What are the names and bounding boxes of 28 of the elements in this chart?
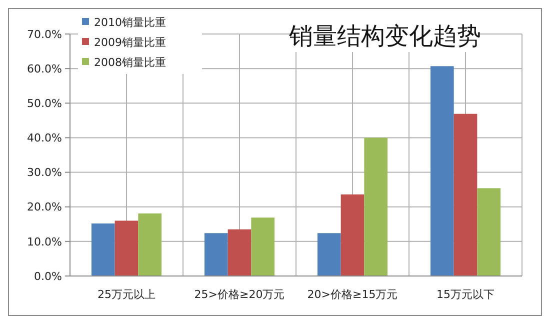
y-tick-label: 30.0% bbox=[27, 166, 62, 180]
bar bbox=[477, 188, 501, 276]
y-tick-label: 50.0% bbox=[27, 96, 62, 110]
x-tick-label: 25>价格≥20万元 bbox=[194, 288, 285, 301]
bar bbox=[204, 233, 228, 276]
x-tick-label: 25万元以上 bbox=[98, 288, 156, 301]
y-tick-label: 40.0% bbox=[27, 132, 62, 145]
x-tick-label: 15万元以下 bbox=[436, 288, 494, 301]
bar bbox=[91, 223, 115, 276]
y-tick-label: 20.0% bbox=[27, 200, 62, 214]
bar bbox=[138, 213, 162, 276]
y-tick-label: 0.0% bbox=[34, 270, 62, 283]
bar bbox=[430, 66, 454, 276]
legend-label: 2009销量比重 bbox=[94, 36, 166, 49]
y-tick-label: 70.0% bbox=[27, 28, 62, 41]
x-tick-label: 20>价格≥15万元 bbox=[307, 288, 398, 301]
legend-label: 2010销量比重 bbox=[94, 16, 166, 29]
bar bbox=[228, 229, 252, 276]
y-tick-label: 60.0% bbox=[27, 62, 62, 76]
bar bbox=[317, 233, 341, 276]
bar bbox=[251, 218, 275, 276]
legend-label: 2008销量比重 bbox=[94, 56, 166, 69]
bar bbox=[340, 194, 364, 276]
bar bbox=[454, 114, 478, 276]
bar bbox=[114, 220, 138, 276]
chart-title: 销量结构变化趋势 bbox=[288, 22, 481, 50]
bar bbox=[364, 138, 388, 276]
y-tick-label: 10.0% bbox=[27, 235, 62, 248]
